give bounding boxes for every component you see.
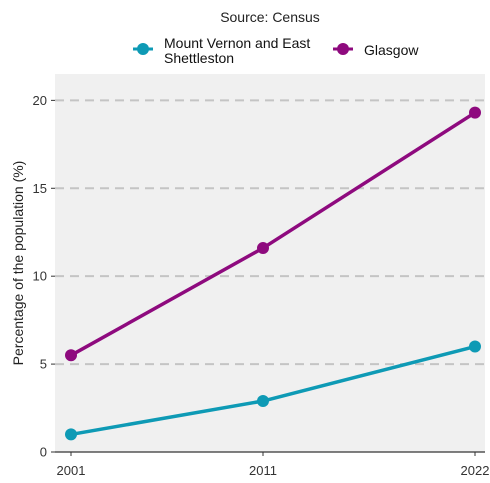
series-layer: [65, 106, 481, 441]
y-tick-label-10: 10: [33, 269, 47, 284]
gridlines: [55, 99, 485, 366]
x-axis-ticks: 2001 2011 2022: [57, 452, 490, 478]
data-point-glasgow-2022: [469, 106, 481, 119]
legend-label-mount-vernon-line2: Shettleston: [164, 50, 234, 66]
y-tick-label-5: 5: [40, 357, 47, 372]
x-tick-label-2011: 2011: [249, 463, 277, 478]
data-point-mount-vernon-and-east-shettleston-2022: [469, 340, 481, 353]
x-tick-label-2022: 2022: [461, 463, 490, 478]
legend-item-glasgow: Glasgow: [333, 42, 419, 58]
legend-marker-mount-vernon: [137, 43, 149, 55]
y-axis-label: Percentage of the population (%): [10, 161, 26, 366]
data-point-mount-vernon-and-east-shettleston-2011: [257, 395, 269, 408]
legend-marker-glasgow: [337, 43, 349, 55]
y-tick-label-0: 0: [40, 445, 47, 460]
legend-label-glasgow: Glasgow: [364, 42, 419, 58]
y-axis-ticks: 0 5 10 15 20: [33, 93, 55, 460]
plot-panel: [55, 74, 485, 452]
y-tick-label-15: 15: [33, 181, 47, 196]
data-point-mount-vernon-and-east-shettleston-2001: [65, 428, 77, 441]
legend-item-mount-vernon: Mount Vernon and East Shettleston: [133, 35, 310, 66]
y-tick-label-20: 20: [33, 93, 47, 108]
legend-label-mount-vernon-line1: Mount Vernon and East: [164, 35, 310, 51]
chart-subtitle: Source: Census: [220, 9, 320, 25]
legend: Mount Vernon and East Shettleston Glasgo…: [133, 35, 419, 66]
data-point-glasgow-2011: [257, 242, 269, 255]
x-tick-label-2001: 2001: [57, 463, 86, 478]
data-point-glasgow-2001: [65, 349, 77, 362]
